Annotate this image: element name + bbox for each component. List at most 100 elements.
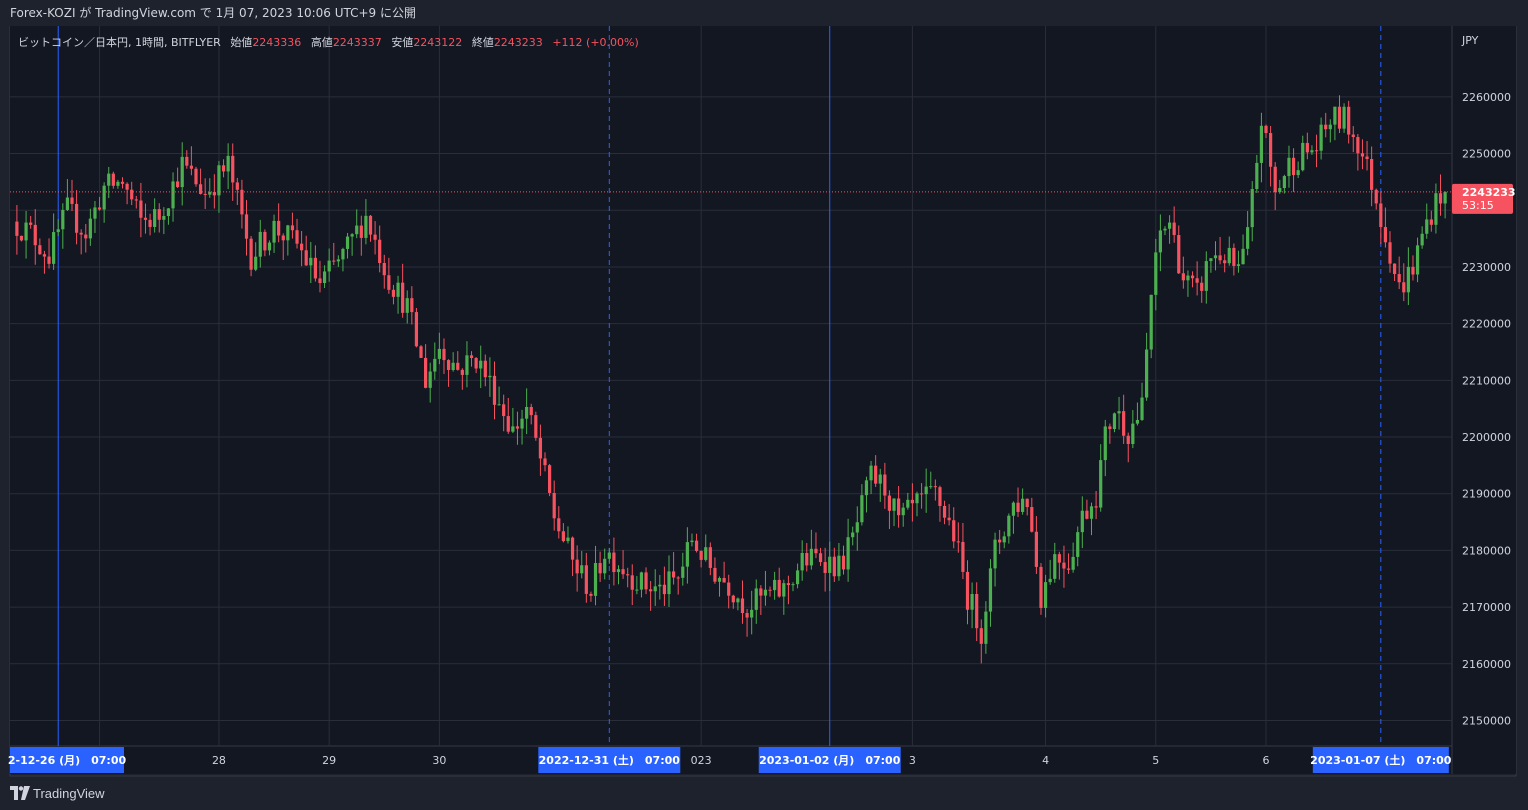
candle <box>1388 231 1392 273</box>
candle-body <box>786 583 791 586</box>
candle <box>1429 210 1433 232</box>
candle <box>1209 258 1213 273</box>
candle-body <box>327 260 331 272</box>
candle <box>722 561 726 583</box>
x-tick-label: 023 <box>691 754 712 767</box>
candle <box>1158 214 1162 272</box>
candle-body <box>502 404 506 417</box>
candle <box>690 533 694 547</box>
candle-body <box>212 192 216 196</box>
candle <box>88 208 92 246</box>
candle-body <box>111 173 115 186</box>
candle-body <box>203 193 207 195</box>
candle-body <box>244 214 249 239</box>
candle-body <box>267 242 272 251</box>
candle <box>1154 238 1158 311</box>
candle <box>795 563 800 589</box>
candle <box>933 479 937 501</box>
candle-body <box>736 598 740 603</box>
candle-body <box>300 243 304 251</box>
candle-body <box>717 578 722 582</box>
candle <box>254 242 258 272</box>
candle <box>603 548 607 580</box>
candle <box>1030 497 1034 533</box>
candle-body <box>832 556 836 577</box>
candle-body <box>887 495 892 511</box>
candle <box>1420 226 1424 249</box>
candle-body <box>538 437 543 459</box>
publish-line: Forex-KOZI が TradingView.com で 1月 07, 20… <box>10 6 417 20</box>
candle-body <box>263 231 267 251</box>
candle <box>910 483 915 522</box>
candle-body <box>1209 258 1213 262</box>
candle-body <box>1089 506 1094 519</box>
candle-body <box>1360 153 1365 157</box>
candle <box>547 463 552 497</box>
candle <box>506 397 510 434</box>
candle-body <box>240 189 244 215</box>
candle-body <box>1186 275 1190 281</box>
candle <box>584 552 588 603</box>
date-highlight-badge <box>10 747 124 773</box>
candle-body <box>883 474 887 496</box>
candle <box>433 342 437 380</box>
candle-body <box>424 357 428 388</box>
candle <box>515 411 520 445</box>
candle-body <box>277 220 281 236</box>
candle <box>373 221 377 255</box>
candle <box>552 480 556 531</box>
candle <box>1227 236 1231 266</box>
candle <box>327 248 331 282</box>
candle <box>1374 188 1378 210</box>
candle <box>1296 161 1300 179</box>
candle-body <box>740 598 745 614</box>
candle-body <box>919 493 924 495</box>
candle <box>1213 241 1218 271</box>
candle <box>621 550 625 579</box>
candle-body <box>171 181 175 209</box>
open-value: 2243336 <box>252 36 302 49</box>
candle-body <box>1282 176 1286 189</box>
candle <box>1347 100 1351 144</box>
x-tick-label: 3 <box>909 754 916 767</box>
candle <box>736 597 740 611</box>
candle-body <box>897 498 901 516</box>
candle <box>1140 382 1144 421</box>
candle-body <box>368 215 373 235</box>
candle-body <box>189 165 194 169</box>
candle <box>382 254 386 289</box>
last-price-badge <box>1452 183 1513 214</box>
candle <box>391 284 396 305</box>
candle <box>759 585 763 615</box>
candle-body <box>107 173 111 186</box>
candle <box>1043 574 1048 618</box>
date-highlight-label: 2023-01-07 (土) 07:00 <box>1310 753 1452 767</box>
candle-body <box>731 595 735 603</box>
candle <box>511 407 515 434</box>
candle-body <box>630 575 634 590</box>
candle-body <box>1071 556 1075 570</box>
candle-body <box>910 499 915 504</box>
candle-body <box>864 480 869 496</box>
candle <box>1397 256 1401 290</box>
candle-body <box>1305 142 1309 153</box>
candle <box>47 238 51 269</box>
candle <box>919 483 924 509</box>
candle-body <box>570 537 575 560</box>
candle-body <box>506 416 510 432</box>
candle <box>79 229 83 255</box>
candle <box>791 582 795 592</box>
candle-body <box>580 565 584 574</box>
price-chart[interactable]: 2150000 2160000 2170000 2180000 2190000 22000… <box>0 26 1528 778</box>
candle-body <box>759 588 763 596</box>
candle <box>1291 148 1296 193</box>
candle <box>263 229 267 257</box>
candle <box>635 576 639 595</box>
candle <box>1007 513 1011 544</box>
candle-body <box>1425 219 1429 234</box>
candle-body <box>355 225 359 235</box>
candle-body <box>1383 227 1388 243</box>
candle <box>162 207 166 235</box>
candle <box>1250 181 1254 242</box>
candle-body <box>612 552 616 573</box>
